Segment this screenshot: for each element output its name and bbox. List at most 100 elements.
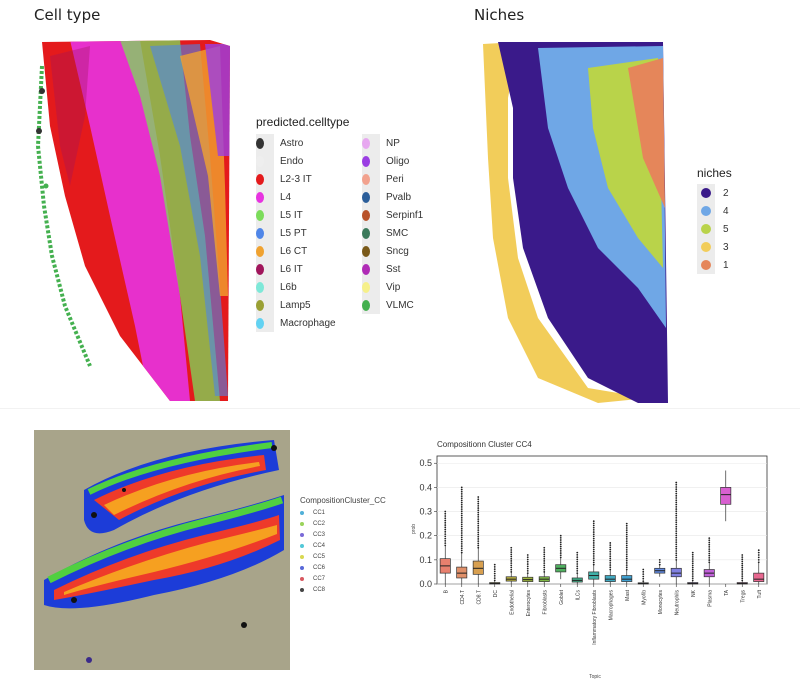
niches-title: Niches [474,6,525,24]
outlier-point [675,541,678,544]
legend-label: L6 CT [280,245,308,257]
outlier-point [543,555,546,558]
niche-dot-icon [701,188,711,198]
legend-label: VLMC [386,299,414,311]
outlier-point [460,495,463,497]
outlier-point [592,552,595,555]
x-tick-label: Myofib [641,590,647,605]
legend-label: L6b [280,281,297,293]
outlier-point [444,517,447,520]
outlier-point [625,540,628,543]
niche-legend-item: 5 [697,220,732,238]
cc-dot-icon [300,587,304,592]
outlier-point [691,551,694,554]
outlier-point [477,538,480,540]
outlier-point [460,510,463,513]
outlier-point [741,562,744,565]
x-tick-label: CD4.T [460,590,466,604]
outlier-point [741,558,744,561]
outlier-point [493,568,496,571]
niche-legend-item: 3 [697,238,732,256]
outlier-point [592,548,595,551]
y-tick-label: 0.4 [419,482,432,492]
outlier-point [675,481,678,484]
legend-label: Lamp5 [280,299,311,311]
legend-key [256,188,274,206]
outlier-point [477,504,480,507]
legend-key [362,296,380,314]
legend-item: L4 [256,188,336,206]
outlier-point [592,544,595,547]
outlier-point [592,524,595,527]
niche-legend-label: 4 [723,205,729,217]
outlier-point [460,540,463,543]
outlier-point [576,563,579,565]
legend-dot-icon [256,209,264,221]
x-tick-label: ILCs [575,590,581,601]
outlier-point [559,545,562,548]
outlier-point [741,573,744,575]
y-tick-label: 0.5 [419,458,432,468]
niche-dot-icon [701,260,711,270]
outlier-point [460,499,463,502]
outlier-point [592,522,595,525]
outlier-point [477,533,480,536]
niche-legend-key [697,256,715,274]
outlier-point [675,508,678,510]
cc-dot-icon [300,576,304,581]
outlier-point [675,532,678,535]
outlier-point [477,509,480,512]
outlier-point [526,556,529,559]
outlier-point [658,561,661,564]
outlier-point [460,497,463,500]
outlier-point [708,559,711,561]
niche-legend-item: 4 [697,202,732,220]
legend-key [256,134,274,152]
cc-legend-label: CC4 [313,542,326,549]
outlier-point [691,568,694,571]
outlier-point [757,556,760,559]
outlier-point [576,569,579,572]
outlier-point [477,500,480,503]
outlier-point [477,535,480,538]
outlier-point [675,494,678,497]
outlier-point [675,499,678,502]
outlier-point [741,564,744,567]
outlier-point [543,546,546,549]
y-tick-label: 0.1 [419,555,432,565]
x-tick-label: Endothelial [509,590,515,615]
legend-dot-icon [362,263,370,275]
legend-label: Oligo [386,155,410,167]
outlier-point [460,532,463,534]
outlier-point [444,544,447,547]
outlier-point [691,562,694,565]
outlier-point [625,535,628,538]
legend-item: L6 CT [256,242,336,260]
outlier-point [460,529,463,532]
outlier-point [675,503,678,506]
composition-cluster-map [34,430,290,670]
outlier-point [592,531,595,533]
cc-legend-item: CC8 [300,584,386,595]
outlier-point [477,518,480,521]
outlier-point [477,544,480,547]
outlier-point [576,558,579,561]
niche-dot-icon [701,224,711,234]
outlier-point [526,560,529,563]
outlier-point [675,492,678,495]
outlier-point [642,573,645,576]
legend-label: L5 PT [280,227,307,239]
niche-legend-label: 5 [723,223,729,235]
legend-label: Astro [280,137,304,149]
box [621,575,633,582]
outlier-point [691,575,694,578]
legend-key [256,170,274,188]
outlier-point [543,566,546,569]
outlier-point [708,545,711,548]
outlier-point [510,566,513,569]
outlier-point [559,550,562,552]
outlier-point [510,546,513,549]
legend-item: L5 IT [256,206,336,224]
outlier-point [757,558,760,561]
outlier-point [444,535,447,538]
